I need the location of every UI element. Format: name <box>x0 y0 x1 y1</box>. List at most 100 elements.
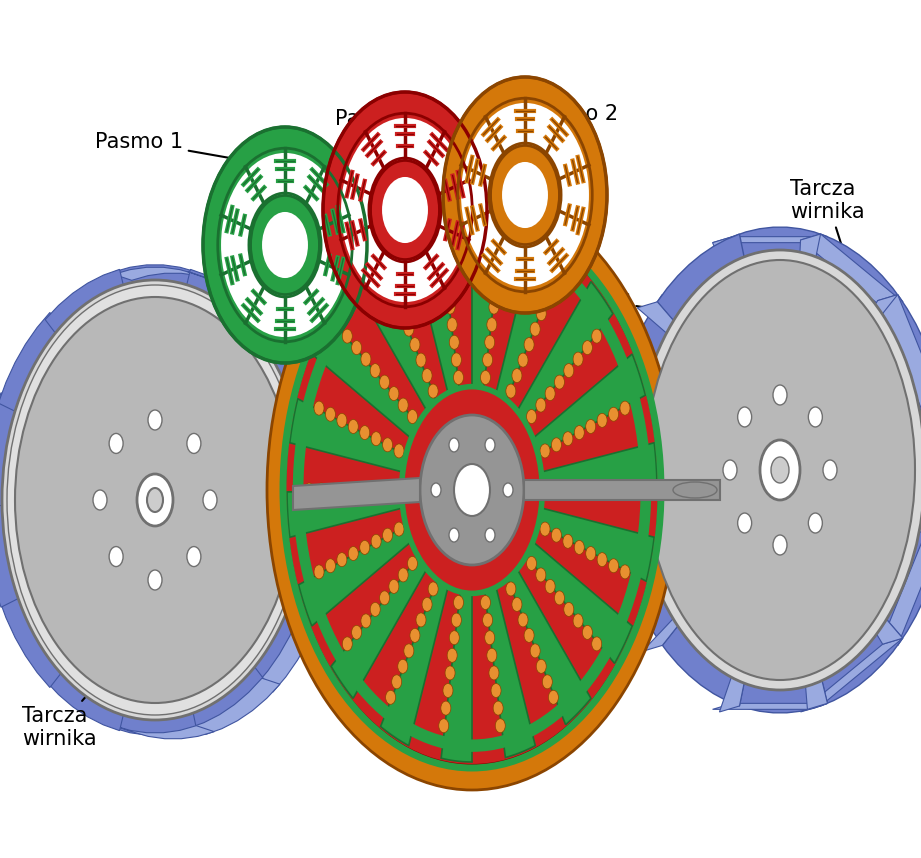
Ellipse shape <box>325 408 335 421</box>
Ellipse shape <box>605 483 615 497</box>
Ellipse shape <box>586 547 596 560</box>
Ellipse shape <box>377 483 387 497</box>
Ellipse shape <box>493 701 503 715</box>
Ellipse shape <box>545 387 555 401</box>
Ellipse shape <box>506 384 516 398</box>
Polygon shape <box>595 412 669 431</box>
Polygon shape <box>802 639 827 710</box>
Ellipse shape <box>360 541 369 554</box>
Polygon shape <box>113 265 196 308</box>
Ellipse shape <box>484 335 495 349</box>
Ellipse shape <box>586 420 596 433</box>
Ellipse shape <box>420 415 524 565</box>
Polygon shape <box>597 519 670 544</box>
Ellipse shape <box>564 602 574 616</box>
Ellipse shape <box>581 483 591 497</box>
Ellipse shape <box>407 557 417 571</box>
Ellipse shape <box>548 691 558 704</box>
Polygon shape <box>303 493 339 613</box>
Ellipse shape <box>448 649 457 662</box>
Ellipse shape <box>609 559 619 573</box>
Polygon shape <box>113 692 196 735</box>
Ellipse shape <box>512 597 522 612</box>
Polygon shape <box>533 354 646 454</box>
Polygon shape <box>298 526 411 626</box>
Ellipse shape <box>329 483 339 497</box>
Ellipse shape <box>563 535 573 548</box>
Ellipse shape <box>148 570 162 590</box>
Ellipse shape <box>390 483 400 497</box>
Ellipse shape <box>635 250 921 690</box>
Ellipse shape <box>438 719 449 733</box>
Ellipse shape <box>370 160 439 260</box>
Ellipse shape <box>109 547 123 566</box>
Polygon shape <box>658 234 752 348</box>
Polygon shape <box>800 234 903 308</box>
Polygon shape <box>484 587 535 758</box>
Polygon shape <box>732 227 827 300</box>
Ellipse shape <box>304 483 314 497</box>
Polygon shape <box>713 237 827 243</box>
Polygon shape <box>113 726 215 739</box>
Polygon shape <box>496 234 564 400</box>
Ellipse shape <box>518 613 528 627</box>
Polygon shape <box>181 651 265 731</box>
Ellipse shape <box>352 625 362 639</box>
Ellipse shape <box>451 353 461 367</box>
Polygon shape <box>409 222 460 393</box>
Ellipse shape <box>620 402 630 415</box>
Ellipse shape <box>337 553 347 566</box>
Ellipse shape <box>398 306 408 321</box>
Ellipse shape <box>453 371 463 384</box>
Ellipse shape <box>449 528 459 542</box>
Ellipse shape <box>389 387 399 401</box>
Ellipse shape <box>251 196 320 294</box>
Polygon shape <box>615 294 701 428</box>
Ellipse shape <box>723 460 737 480</box>
Ellipse shape <box>582 625 592 639</box>
Ellipse shape <box>353 483 363 497</box>
Ellipse shape <box>448 317 457 332</box>
Ellipse shape <box>542 674 553 689</box>
Ellipse shape <box>2 280 308 720</box>
Ellipse shape <box>518 353 528 367</box>
Ellipse shape <box>370 602 380 616</box>
Ellipse shape <box>481 595 491 609</box>
Polygon shape <box>610 402 670 538</box>
Polygon shape <box>891 402 921 538</box>
Ellipse shape <box>187 433 201 453</box>
Ellipse shape <box>449 335 460 349</box>
Polygon shape <box>526 541 632 663</box>
Ellipse shape <box>343 329 353 343</box>
Ellipse shape <box>285 215 659 765</box>
Ellipse shape <box>109 433 123 453</box>
Ellipse shape <box>428 384 438 398</box>
Ellipse shape <box>485 438 495 452</box>
Polygon shape <box>293 478 420 510</box>
Ellipse shape <box>738 513 752 533</box>
Ellipse shape <box>361 613 371 628</box>
Ellipse shape <box>630 483 640 497</box>
Ellipse shape <box>530 322 540 336</box>
Ellipse shape <box>483 613 493 627</box>
Ellipse shape <box>203 490 217 510</box>
Text: Magnes: Magnes <box>185 347 266 378</box>
Ellipse shape <box>443 684 453 698</box>
Polygon shape <box>45 651 128 731</box>
Ellipse shape <box>394 444 404 458</box>
Polygon shape <box>642 597 701 651</box>
Ellipse shape <box>536 659 546 674</box>
Ellipse shape <box>391 291 402 305</box>
Ellipse shape <box>441 701 451 715</box>
Polygon shape <box>538 508 654 581</box>
Ellipse shape <box>407 409 417 424</box>
Ellipse shape <box>540 444 550 458</box>
Ellipse shape <box>506 582 516 596</box>
Polygon shape <box>524 480 720 500</box>
Polygon shape <box>880 402 921 424</box>
Ellipse shape <box>545 579 555 594</box>
Ellipse shape <box>394 522 404 536</box>
Ellipse shape <box>620 565 630 579</box>
Polygon shape <box>312 317 418 438</box>
Ellipse shape <box>371 535 381 548</box>
